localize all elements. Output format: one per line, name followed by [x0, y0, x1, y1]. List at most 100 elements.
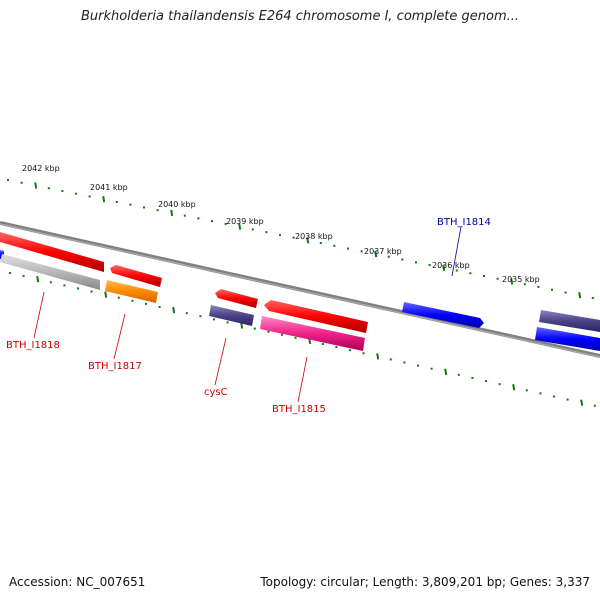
major-tick: [512, 384, 516, 391]
minor-tick: [539, 392, 542, 395]
minor-tick: [553, 395, 555, 398]
minor-tick: [199, 315, 202, 318]
minor-tick: [90, 290, 93, 293]
minor-tick: [319, 242, 322, 245]
minor-tick: [415, 261, 417, 264]
scale-label-2038: 2038 kbp: [295, 232, 333, 241]
minor-tick: [63, 284, 66, 287]
backbone-inner: [0, 223, 600, 358]
minor-tick: [321, 343, 324, 346]
major-tick: [444, 368, 448, 375]
minor-tick: [360, 250, 363, 253]
major-tick: [578, 292, 582, 299]
major-tick: [238, 223, 242, 230]
minor-tick: [158, 305, 161, 308]
minor-tick: [457, 373, 460, 376]
minor-tick: [483, 275, 485, 278]
gene-label-BTH_I1815[interactable]: BTH_I1815: [272, 404, 326, 415]
leader-cysC: [214, 337, 227, 386]
accession-text: Accession: NC_007651: [9, 575, 146, 589]
feature-purple-mid[interactable]: [209, 305, 254, 326]
minor-tick: [333, 244, 336, 247]
minor-tick: [294, 336, 297, 339]
scale-label-2040: 2040 kbp: [158, 200, 196, 209]
minor-tick: [183, 214, 186, 217]
scale-label-2041: 2041 kbp: [90, 183, 128, 192]
minor-tick: [403, 361, 406, 364]
major-tick: [376, 353, 380, 360]
major-tick: [580, 399, 584, 406]
minor-tick: [591, 296, 594, 299]
minor-tick: [417, 364, 419, 367]
minor-tick: [362, 352, 365, 355]
minor-tick: [496, 277, 499, 280]
minor-tick: [349, 349, 351, 352]
feature-red-arrow-1[interactable]: [110, 265, 162, 287]
minor-tick: [61, 189, 64, 192]
feature-blue-right-bottom[interactable]: [535, 327, 600, 351]
major-tick: [442, 264, 446, 271]
minor-tick: [145, 302, 147, 305]
scale-label-2037: 2037 kbp: [364, 247, 402, 256]
minor-tick: [485, 380, 487, 383]
leader-BTH_I1818: [33, 291, 45, 339]
leader-BTH_I1817: [113, 313, 126, 360]
minor-tick: [551, 288, 553, 291]
minor-tick: [117, 296, 120, 299]
minor-tick: [197, 217, 200, 220]
scale-label-2035: 2035 kbp: [502, 275, 540, 284]
gene-label-cysC[interactable]: cysC: [204, 387, 228, 398]
gene-label-BTH_I1814[interactable]: BTH_I1814: [437, 217, 491, 228]
minor-tick: [471, 376, 474, 379]
gene-label-BTH_I1817[interactable]: BTH_I1817: [88, 361, 142, 372]
major-tick: [170, 209, 174, 217]
feature-purple-right-top[interactable]: [539, 310, 600, 332]
backbone-outer: [0, 221, 600, 358]
minor-tick: [251, 228, 254, 231]
minor-tick: [75, 192, 77, 195]
minor-tick: [7, 179, 9, 181]
minor-tick: [88, 195, 91, 198]
feature-pink[interactable]: [260, 316, 365, 351]
minor-tick: [47, 187, 50, 190]
minor-tick: [292, 236, 295, 239]
scale-label-2042: 2042 kbp: [22, 164, 60, 173]
minor-tick: [469, 272, 472, 275]
inner-major-ticks: [36, 276, 584, 406]
feature-blue-arrow[interactable]: [402, 302, 484, 328]
minor-tick: [224, 222, 227, 225]
feature-red-arrow-2[interactable]: [264, 300, 368, 333]
minor-tick: [564, 291, 567, 294]
minor-tick: [498, 383, 501, 386]
feature-orange[interactable]: [105, 280, 158, 303]
leader-BTH_I1815: [297, 356, 308, 403]
feature-cysC-top[interactable]: [215, 289, 258, 308]
gene-label-BTH_I1818[interactable]: BTH_I1818: [6, 340, 60, 351]
minor-tick: [115, 200, 118, 203]
minor-tick: [226, 321, 229, 324]
topology-summary: Topology: circular; Length: 3,809,201 bp…: [260, 575, 590, 589]
minor-tick: [428, 264, 431, 267]
outer-dotted-ring: [7, 179, 594, 299]
minor-tick: [593, 404, 596, 407]
minor-tick: [49, 281, 52, 284]
minor-tick: [131, 299, 134, 302]
minor-tick: [566, 398, 569, 401]
feature-gray[interactable]: [0, 254, 100, 290]
minor-tick: [213, 318, 215, 321]
major-tick: [374, 250, 378, 258]
minor-tick: [77, 287, 79, 290]
major-tick: [510, 278, 514, 285]
map-title: Burkholderia thailandensis E264 chromoso…: [80, 9, 520, 24]
minor-tick: [129, 203, 132, 206]
major-tick: [172, 306, 176, 314]
minor-tick: [525, 389, 528, 392]
minor-tick: [279, 233, 281, 236]
major-tick: [34, 182, 38, 189]
feature-BTH_I1818[interactable]: [0, 232, 104, 272]
minor-tick: [20, 181, 23, 184]
minor-tick: [281, 333, 283, 336]
minor-tick: [9, 272, 11, 274]
minor-tick: [455, 269, 458, 272]
